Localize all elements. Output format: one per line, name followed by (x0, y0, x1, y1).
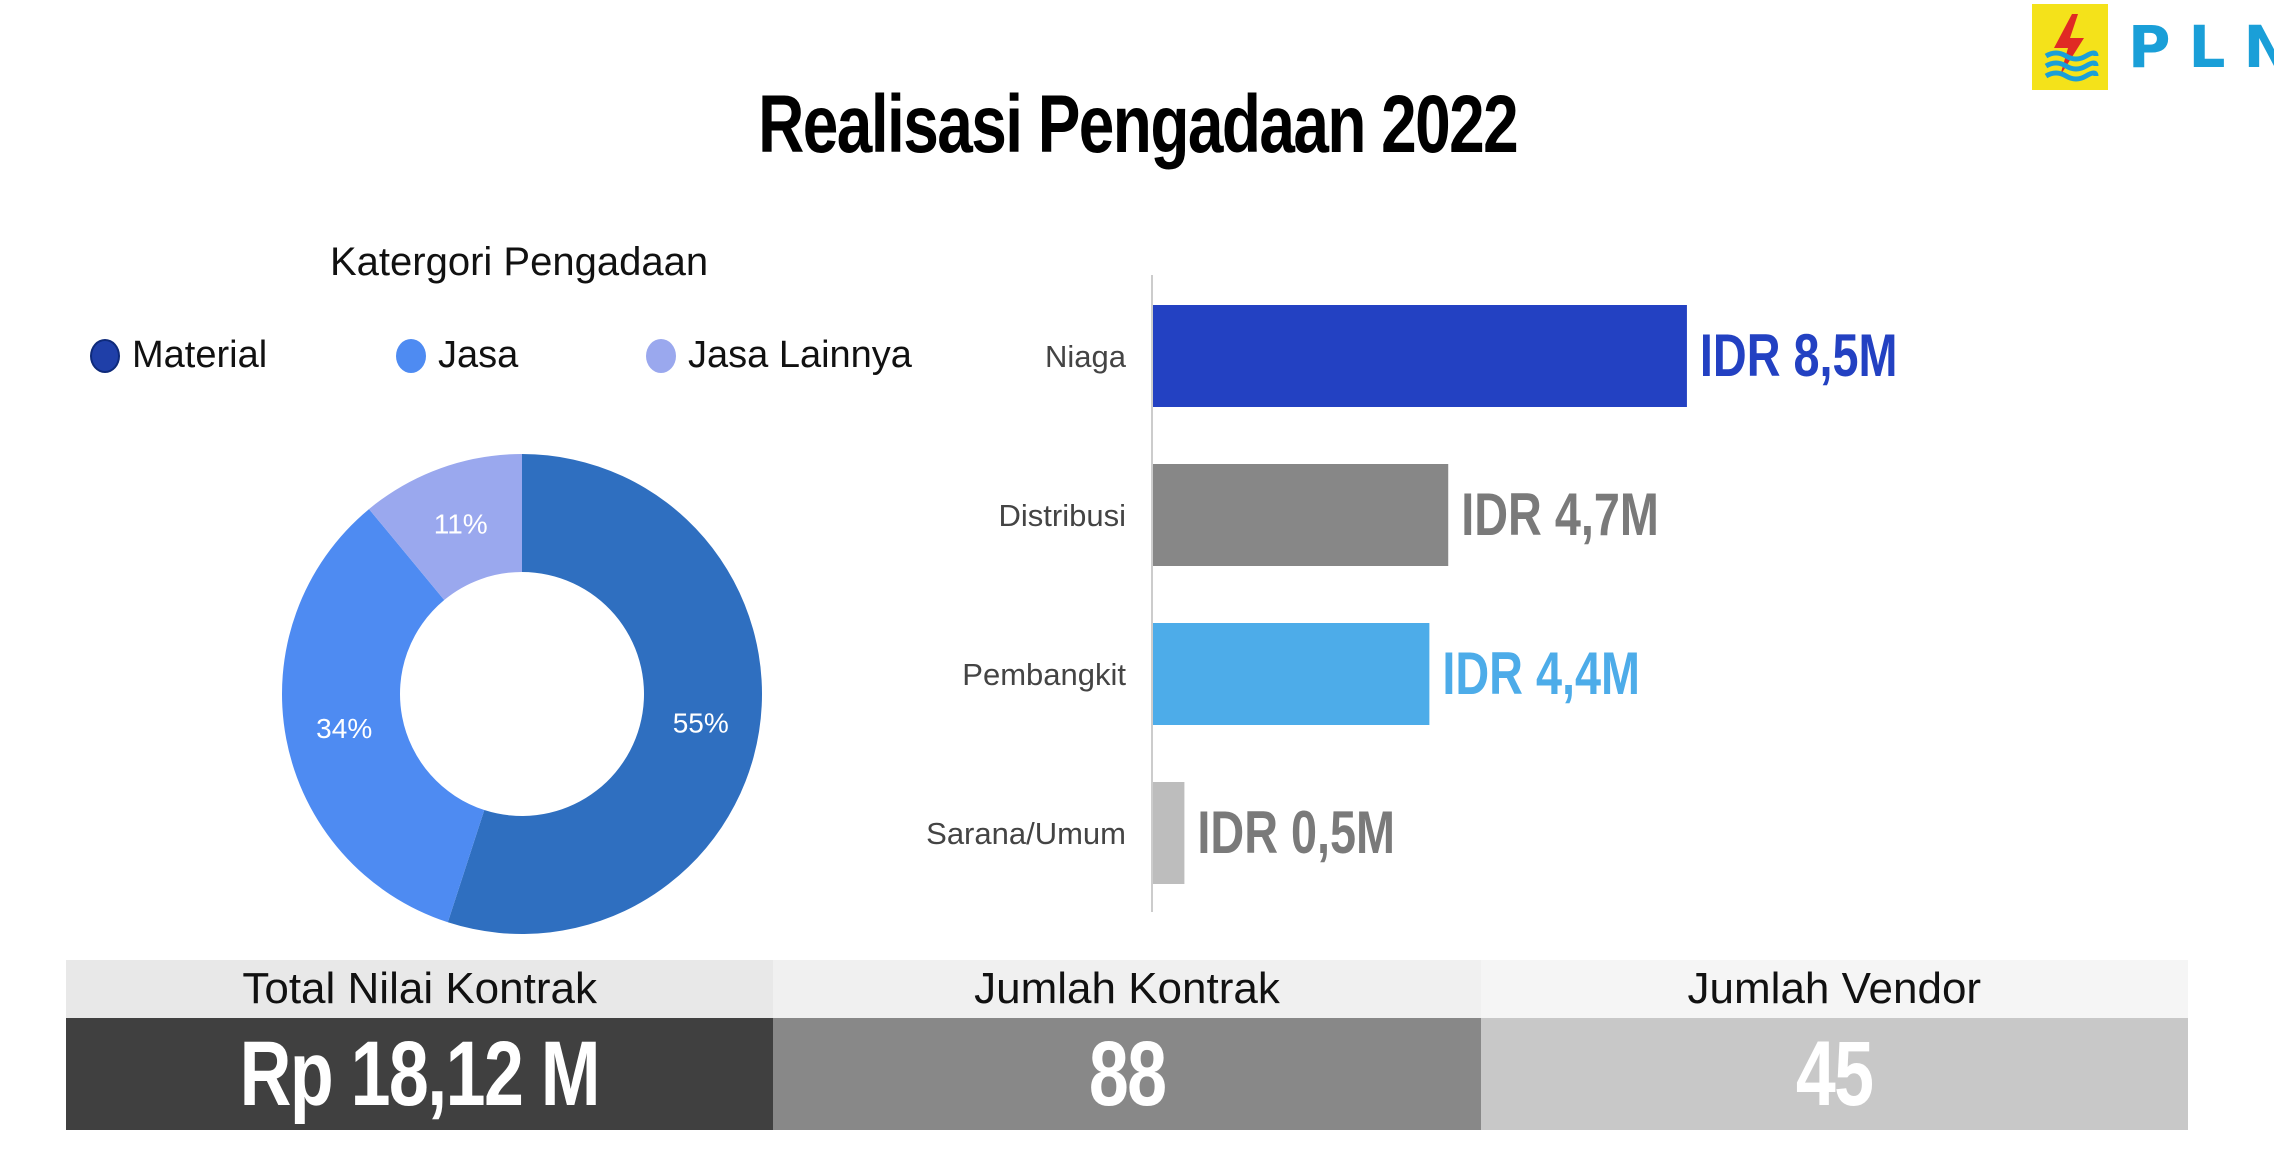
stats-strip: Total Nilai Kontrak Rp 18,12 M Jumlah Ko… (66, 960, 2188, 1130)
bar-sarana-umum (1153, 782, 1185, 884)
donut-slice-label: 34% (316, 713, 372, 744)
pln-logo-text: PLN (2128, 13, 2274, 81)
legend-label: Jasa (438, 334, 519, 376)
stat-value-box: 45 (1480, 1018, 2188, 1130)
donut-legend: Material Jasa Jasa Lainnya (0, 334, 940, 394)
stat-value: Rp 18,12 M (240, 1022, 601, 1125)
stat-value: 45 (1795, 1022, 1874, 1125)
legend-item-jasa: Jasa (396, 334, 518, 377)
bar-category-label: Sarana/Umum (926, 816, 1126, 851)
stat-value-box: Rp 18,12 M (66, 1018, 774, 1130)
bar-niaga (1153, 305, 1687, 407)
donut-slice-label: 55% (673, 707, 729, 738)
bar-distribusi (1153, 464, 1449, 566)
stat-label: Jumlah Kontrak (773, 960, 1481, 1018)
bar-value-label: IDR 4,7M (1461, 481, 1659, 548)
stat-label: Total Nilai Kontrak (66, 960, 774, 1018)
page-title: Realisasi Pengadaan 2022 (758, 79, 1519, 170)
stat-value: 88 (1088, 1022, 1167, 1125)
legend-dot (646, 338, 676, 373)
bar-value-label: IDR 8,5M (1700, 322, 1898, 389)
donut-slice-jasa (282, 509, 485, 923)
bar-category-label: Distribusi (999, 498, 1126, 533)
legend-item-material: Material (90, 334, 267, 377)
legend-label: Jasa Lainnya (688, 334, 912, 376)
stat-value-box: 88 (773, 1018, 1481, 1130)
bar-value-label: IDR 0,5M (1197, 799, 1395, 866)
donut-chart: 55% 34% 11% (282, 454, 762, 934)
stat-label: Jumlah Vendor (1480, 960, 2188, 1018)
stat-total-nilai-kontrak: Total Nilai Kontrak Rp 18,12 M (66, 960, 774, 1130)
pln-logo-mark (2032, 4, 2108, 90)
bar-pembangkit (1153, 623, 1430, 725)
legend-dot (396, 338, 426, 373)
lightning-wave-icon (2044, 14, 2099, 82)
donut-chart-title: Katergori Pengadaan (330, 240, 709, 284)
legend-item-jasa-lainnya: Jasa Lainnya (646, 334, 912, 377)
bar-chart: Niaga IDR 8,5M Distribusi IDR 4,7M Pembangki… (926, 275, 1898, 912)
donut-slice-jasa-lainnya (369, 454, 522, 600)
pln-logo: PLN (2032, 4, 2274, 90)
bar-value-label: IDR 4,4M (1442, 640, 1640, 707)
bar-category-label: Pembangkit (962, 657, 1126, 692)
donut-slice-material (447, 454, 762, 934)
legend-label: Material (132, 334, 268, 376)
stat-jumlah-kontrak: Jumlah Kontrak 88 (773, 960, 1481, 1130)
donut-slice-label: 11% (434, 509, 488, 540)
stat-jumlah-vendor: Jumlah Vendor 45 (1480, 960, 2188, 1130)
bar-category-label: Niaga (1045, 339, 1127, 374)
legend-dot (90, 338, 120, 373)
